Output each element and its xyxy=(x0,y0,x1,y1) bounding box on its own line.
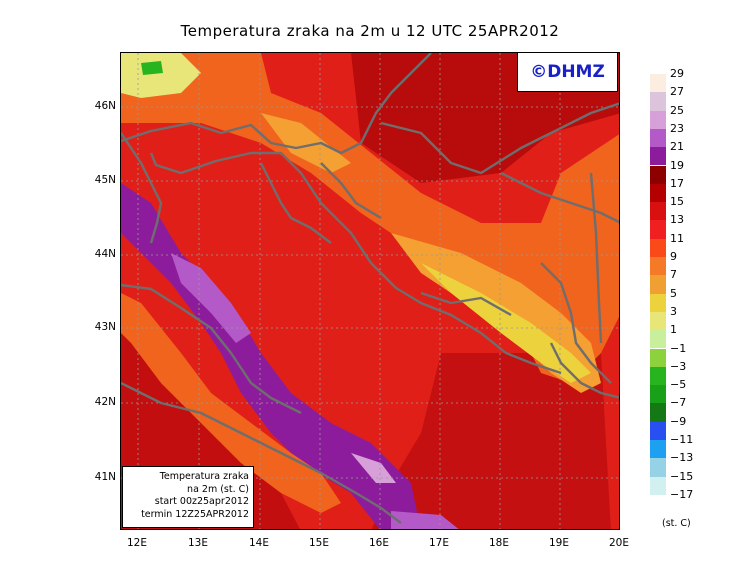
temperature-zone-orange xyxy=(121,293,341,513)
temperature-zone-violet xyxy=(391,511,459,529)
graticule xyxy=(121,53,619,529)
legend-swatch xyxy=(650,275,666,294)
info-box: Temperatura zraka na 2m (st. C) start 00… xyxy=(122,466,254,528)
legend-label: 25 xyxy=(670,103,684,117)
legend-label: −13 xyxy=(670,451,694,465)
legend-label: 3 xyxy=(670,304,677,318)
lat-label: 45N xyxy=(94,174,116,186)
legend-swatch xyxy=(650,421,666,440)
lon-label: 17E xyxy=(429,537,449,549)
legend-swatch xyxy=(650,183,666,203)
legend-label: 21 xyxy=(670,140,684,154)
dhmz-logo: ©DHMZ xyxy=(517,52,618,92)
legend-label: −5 xyxy=(670,378,687,392)
lon-label: 19E xyxy=(549,537,569,549)
legend-label: 1 xyxy=(670,323,677,337)
legend-swatch xyxy=(650,494,666,514)
legend-swatch xyxy=(650,110,666,129)
lon-label: 12E xyxy=(127,537,147,549)
legend-swatch xyxy=(650,366,666,386)
lon-label: 20E xyxy=(609,537,629,549)
legend-swatch xyxy=(650,403,666,422)
temperature-zone-light-violet xyxy=(351,453,396,483)
legend-label: −17 xyxy=(670,487,694,501)
lon-label: 18E xyxy=(489,537,509,549)
legend-label: 29 xyxy=(670,67,684,80)
legend-label: −11 xyxy=(670,433,694,446)
info-line-start: start 00z25apr2012 xyxy=(154,496,249,507)
legend-swatch xyxy=(650,257,666,276)
legend-label: 13 xyxy=(670,213,684,227)
lat-label: 41N xyxy=(94,471,116,483)
legend-unit: (st. C) xyxy=(662,518,691,529)
info-line-units: na 2m (st. C) xyxy=(187,483,249,495)
legend-swatch xyxy=(650,476,666,495)
lat-label: 42N xyxy=(94,396,116,408)
legend-swatch xyxy=(650,440,666,459)
legend-swatch xyxy=(650,348,666,367)
lat-label: 46N xyxy=(94,100,116,112)
lat-label: 44N xyxy=(94,248,116,260)
legend-swatch xyxy=(650,220,666,239)
map-svg xyxy=(121,53,619,529)
temperature-zone-pale-yellow xyxy=(121,53,201,98)
legend-swatch xyxy=(650,74,666,93)
legend-label: 27 xyxy=(670,85,684,99)
temperature-map xyxy=(120,52,620,530)
legend-swatch xyxy=(650,458,666,477)
legend-swatch xyxy=(650,330,666,349)
lon-label: 14E xyxy=(249,537,269,549)
legend-swatch xyxy=(650,92,666,111)
legend-label: 7 xyxy=(670,268,677,282)
legend-label: 17 xyxy=(670,176,684,190)
map-title: Temperatura zraka na 2m u 12 UTC 25APR20… xyxy=(180,22,560,40)
legend-label: −1 xyxy=(670,341,687,355)
legend-label: 5 xyxy=(670,286,677,300)
legend-label: −3 xyxy=(670,359,687,373)
legend-label: −15 xyxy=(670,469,694,483)
legend-swatch xyxy=(650,385,666,404)
temperature-zone-yellow xyxy=(421,263,591,383)
legend-swatch xyxy=(650,165,666,184)
info-line-valid: termin 12Z25APR2012 xyxy=(141,508,249,520)
lon-label: 13E xyxy=(188,537,208,549)
legend-label: 11 xyxy=(670,231,684,245)
legend-label: −7 xyxy=(670,396,687,410)
legend-swatch xyxy=(650,147,666,166)
info-line-field: Temperatura zraka xyxy=(159,471,249,482)
legend-swatch xyxy=(650,311,666,331)
lon-label: 16E xyxy=(369,537,389,549)
legend-label: 23 xyxy=(670,121,684,135)
lat-label: 43N xyxy=(94,321,116,333)
legend-swatch xyxy=(650,293,666,312)
lon-label: 15E xyxy=(309,537,329,549)
legend-swatch xyxy=(650,238,666,257)
legend-label: 9 xyxy=(670,250,677,263)
legend-swatch xyxy=(650,128,666,148)
coastlines-borders xyxy=(121,53,619,524)
temperature-zone-violet xyxy=(171,253,251,343)
legend-label: 19 xyxy=(670,158,684,172)
legend-label: 15 xyxy=(670,195,684,209)
legend-swatch xyxy=(650,202,666,221)
temperature-zone-light-orange xyxy=(261,113,351,173)
legend-label: −9 xyxy=(670,414,687,428)
temperature-zone-dark-red xyxy=(371,353,611,529)
temperature-zone-green xyxy=(141,61,163,75)
